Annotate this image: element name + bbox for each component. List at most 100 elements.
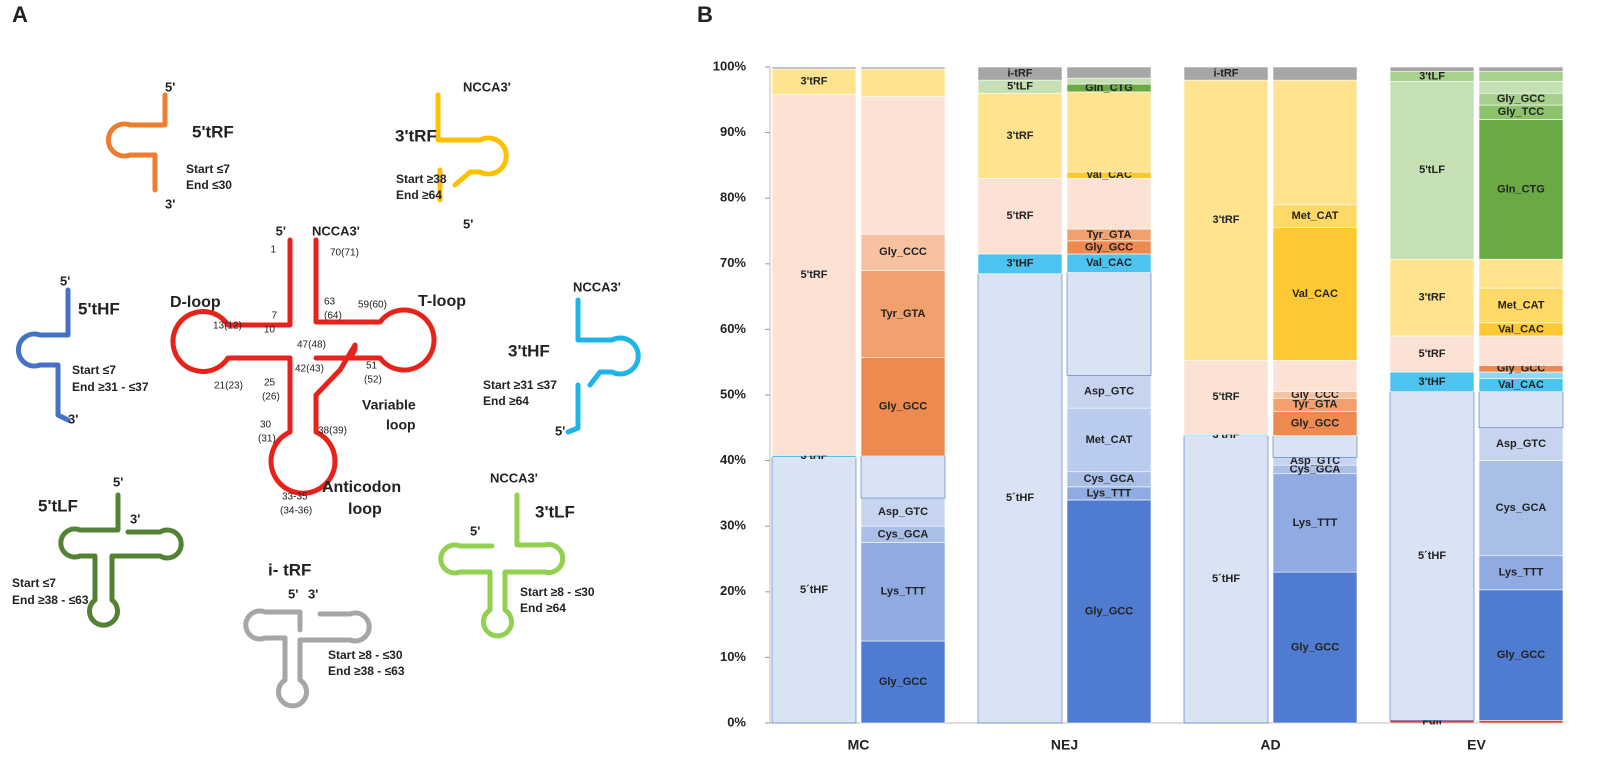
bar-segment — [1478, 720, 1564, 724]
segment-label: Cys_GCA — [1084, 473, 1135, 485]
segment-label: Gly_TCC — [1498, 106, 1545, 118]
segment-label: Tyr_GTA — [881, 308, 926, 320]
itrf-shape — [243, 608, 372, 709]
segment-label: Cys_GCA — [1290, 463, 1341, 475]
y-tick-label: 40% — [720, 452, 746, 467]
bar-segment — [1272, 435, 1358, 458]
diagram-label: 5'tRF — [192, 122, 234, 141]
diagram-label: 3'tHF — [508, 341, 550, 360]
diagram-label: (31) — [258, 434, 276, 445]
tlf5-shape — [58, 492, 184, 628]
diagram-label: End ≤30 — [186, 178, 232, 192]
segment-label: Gly_CCC — [879, 246, 927, 258]
bar-segment — [1272, 66, 1358, 81]
bar-segment — [977, 92, 1063, 179]
y-tick-label: 100% — [713, 58, 747, 73]
bar-segment — [1478, 258, 1564, 289]
diagram-label: 5' — [276, 223, 286, 238]
segment-label: Lys_TTT — [1087, 487, 1132, 499]
diagram-label: 3' — [308, 586, 318, 601]
bar-segment — [1389, 66, 1475, 72]
diagram-label: 5' — [288, 586, 298, 601]
segment-label: Val_CAC — [1498, 379, 1544, 391]
bar-segment — [1066, 499, 1152, 724]
bar-segment — [1066, 91, 1152, 173]
bar-segment — [1389, 258, 1475, 337]
diagram-label: 5' — [555, 423, 565, 438]
bar-segment — [860, 497, 946, 527]
bar-segment — [1066, 272, 1152, 376]
segment-label: Met_CAT — [1498, 299, 1545, 311]
y-tick-label: 80% — [720, 190, 746, 205]
segment-label: 5´tHF — [1418, 550, 1446, 562]
diagram-label: 7 — [271, 311, 277, 322]
x-tick-label: NEJ — [1051, 737, 1078, 753]
diagram-label: D-loop — [170, 294, 221, 311]
segment-label: 5´tHF — [1006, 492, 1034, 504]
diagram-label: NCCA3' — [490, 470, 538, 485]
diagram-label: 5'tHF — [78, 299, 120, 318]
diagram-label: 3'tRF — [395, 126, 437, 145]
segment-label: Gly_GCC — [879, 401, 927, 413]
bar-segment — [1066, 77, 1152, 85]
diagram-label: 33-35 — [282, 492, 308, 503]
segment-label: 3'tRF — [1006, 130, 1033, 142]
segment-label: Asp_GTC — [878, 506, 928, 518]
segment-label: Val_CAC — [1292, 288, 1338, 300]
segment-label: 5'tLF — [1007, 81, 1033, 93]
bar-segment — [1272, 473, 1358, 573]
bar-segment — [860, 357, 946, 457]
segment-label: Tyr_GTA — [1293, 399, 1338, 411]
bar-segment — [977, 178, 1063, 255]
y-tick-label: 50% — [720, 386, 746, 401]
y-tick-label: 20% — [720, 583, 746, 598]
bar-segment — [860, 270, 946, 358]
bar-segment — [860, 455, 946, 499]
segment-label: Cys_GCA — [878, 528, 929, 540]
diagram-label: NCCA3' — [312, 223, 360, 238]
bar-segment — [860, 66, 946, 70]
diagram-label: 5' — [60, 273, 70, 288]
bar-segment — [1478, 427, 1564, 461]
segment-label: Asp_GTC — [1496, 438, 1546, 450]
bar-segment — [1389, 335, 1475, 373]
bar-segment — [1478, 460, 1564, 557]
diagram-label: End ≥38 - ≤63 — [328, 664, 405, 678]
bar-segment — [860, 233, 946, 271]
bar-segment — [860, 640, 946, 724]
diagram-label: (26) — [262, 392, 280, 403]
diagram-label: T-loop — [418, 293, 466, 310]
segment-label: Lys_TTT — [881, 586, 926, 598]
diagram-label: 5' — [470, 523, 480, 538]
diagram-label: Anticodon — [322, 479, 401, 496]
segment-label: Cys_GCA — [1496, 502, 1547, 514]
diagram-label: Start ≥38 — [396, 172, 447, 186]
y-tick-label: 70% — [720, 255, 746, 270]
bar-segment — [1478, 555, 1564, 591]
bar-segment — [977, 66, 1063, 81]
segment-label: Gln_CTG — [1085, 82, 1133, 94]
x-tick-label: AD — [1260, 737, 1280, 753]
segment-label: 3'tLF — [1419, 70, 1445, 82]
diagram-label: 70(71) — [330, 248, 359, 259]
segment-label: 5´tHF — [1212, 573, 1240, 585]
diagram-label: 42(43) — [295, 364, 324, 375]
diagram-label: 5' — [165, 79, 175, 94]
panel-label: B — [697, 2, 713, 27]
bar-segment — [771, 457, 857, 724]
diagram-label: 25 — [264, 378, 276, 389]
segment-label: 3'tRF — [1418, 291, 1445, 303]
bar-segment — [1066, 375, 1152, 409]
diagram-label: Start ≥8 - ≤30 — [520, 585, 595, 599]
segment-label: 3'tHF — [1006, 258, 1033, 270]
segment-label: Val_CAC — [1498, 323, 1544, 335]
diagram-label: Start ≥8 - ≤30 — [328, 648, 403, 662]
diagram-label: 13(12) — [213, 321, 242, 332]
segment-label: Met_CAT — [1292, 210, 1339, 222]
segment-label: Gly_GCC — [1085, 605, 1133, 617]
diagram-label: 3' — [165, 196, 175, 211]
diagram-shapes — [16, 92, 641, 709]
segment-label: Gly_GCC — [1291, 641, 1339, 653]
bar-segment — [1478, 66, 1564, 72]
trf3-shape — [435, 92, 509, 203]
